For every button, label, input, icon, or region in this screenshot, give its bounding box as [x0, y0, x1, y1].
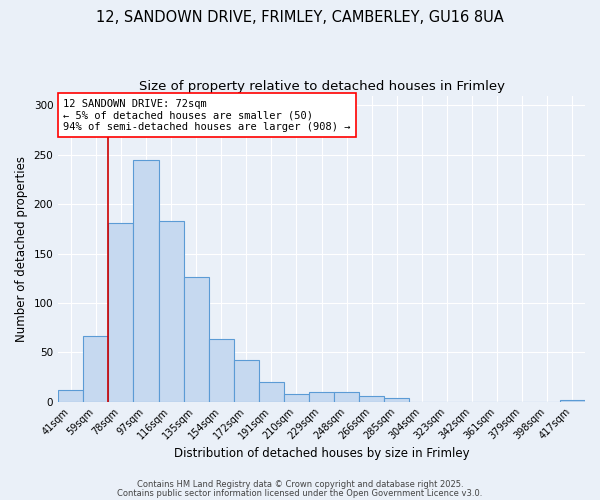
- Bar: [109, 223, 133, 402]
- Bar: [133, 160, 158, 402]
- Bar: [158, 221, 184, 402]
- Bar: [184, 277, 209, 402]
- Title: Size of property relative to detached houses in Frimley: Size of property relative to detached ho…: [139, 80, 505, 93]
- X-axis label: Distribution of detached houses by size in Frimley: Distribution of detached houses by size …: [174, 447, 469, 460]
- Bar: [259, 382, 284, 402]
- Bar: [284, 394, 309, 402]
- Text: Contains public sector information licensed under the Open Government Licence v3: Contains public sector information licen…: [118, 489, 482, 498]
- Text: 12 SANDOWN DRIVE: 72sqm
← 5% of detached houses are smaller (50)
94% of semi-det: 12 SANDOWN DRIVE: 72sqm ← 5% of detached…: [64, 98, 351, 132]
- Bar: [385, 398, 409, 402]
- Y-axis label: Number of detached properties: Number of detached properties: [15, 156, 28, 342]
- Bar: [83, 336, 109, 402]
- Bar: [234, 360, 259, 402]
- Bar: [58, 390, 83, 402]
- Text: Contains HM Land Registry data © Crown copyright and database right 2025.: Contains HM Land Registry data © Crown c…: [137, 480, 463, 489]
- Bar: [560, 400, 585, 402]
- Bar: [209, 340, 234, 402]
- Text: 12, SANDOWN DRIVE, FRIMLEY, CAMBERLEY, GU16 8UA: 12, SANDOWN DRIVE, FRIMLEY, CAMBERLEY, G…: [96, 10, 504, 25]
- Bar: [309, 392, 334, 402]
- Bar: [359, 396, 385, 402]
- Bar: [334, 392, 359, 402]
